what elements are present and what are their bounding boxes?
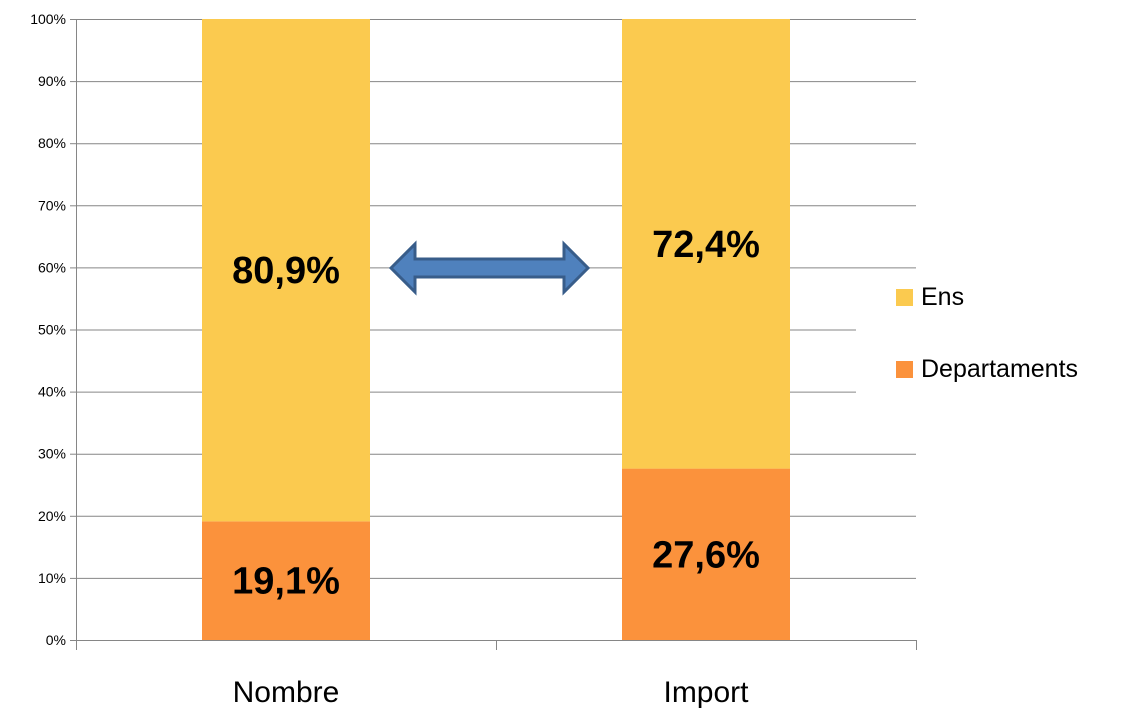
legend-swatch bbox=[896, 289, 913, 306]
x-tick-label: Import bbox=[663, 676, 749, 709]
data-label: 19,1% bbox=[232, 561, 340, 603]
data-label: 27,6% bbox=[652, 534, 760, 576]
y-tick-label: 60% bbox=[38, 259, 66, 275]
y-tick-label: 40% bbox=[38, 384, 66, 400]
legend: Ens Departaments bbox=[896, 283, 1078, 383]
y-tick-label: 0% bbox=[46, 632, 66, 648]
y-tick-label: 90% bbox=[38, 73, 66, 89]
double-arrow-icon bbox=[391, 244, 588, 292]
data-label: 80,9% bbox=[232, 250, 340, 292]
y-tick-label: 80% bbox=[38, 135, 66, 151]
legend-swatch bbox=[896, 361, 913, 378]
legend-label: Departaments bbox=[921, 355, 1078, 383]
y-tick-label: 10% bbox=[38, 570, 66, 586]
y-tick-label: 30% bbox=[38, 446, 66, 462]
y-tick-label: 20% bbox=[38, 508, 66, 524]
x-tick-label: Nombre bbox=[233, 676, 340, 709]
y-tick-label: 50% bbox=[38, 322, 66, 338]
legend-label: Ens bbox=[921, 283, 964, 311]
y-tick-label: 100% bbox=[30, 11, 66, 27]
annotation bbox=[391, 244, 588, 292]
y-tick-label: 70% bbox=[38, 197, 66, 213]
data-label: 72,4% bbox=[652, 224, 760, 266]
